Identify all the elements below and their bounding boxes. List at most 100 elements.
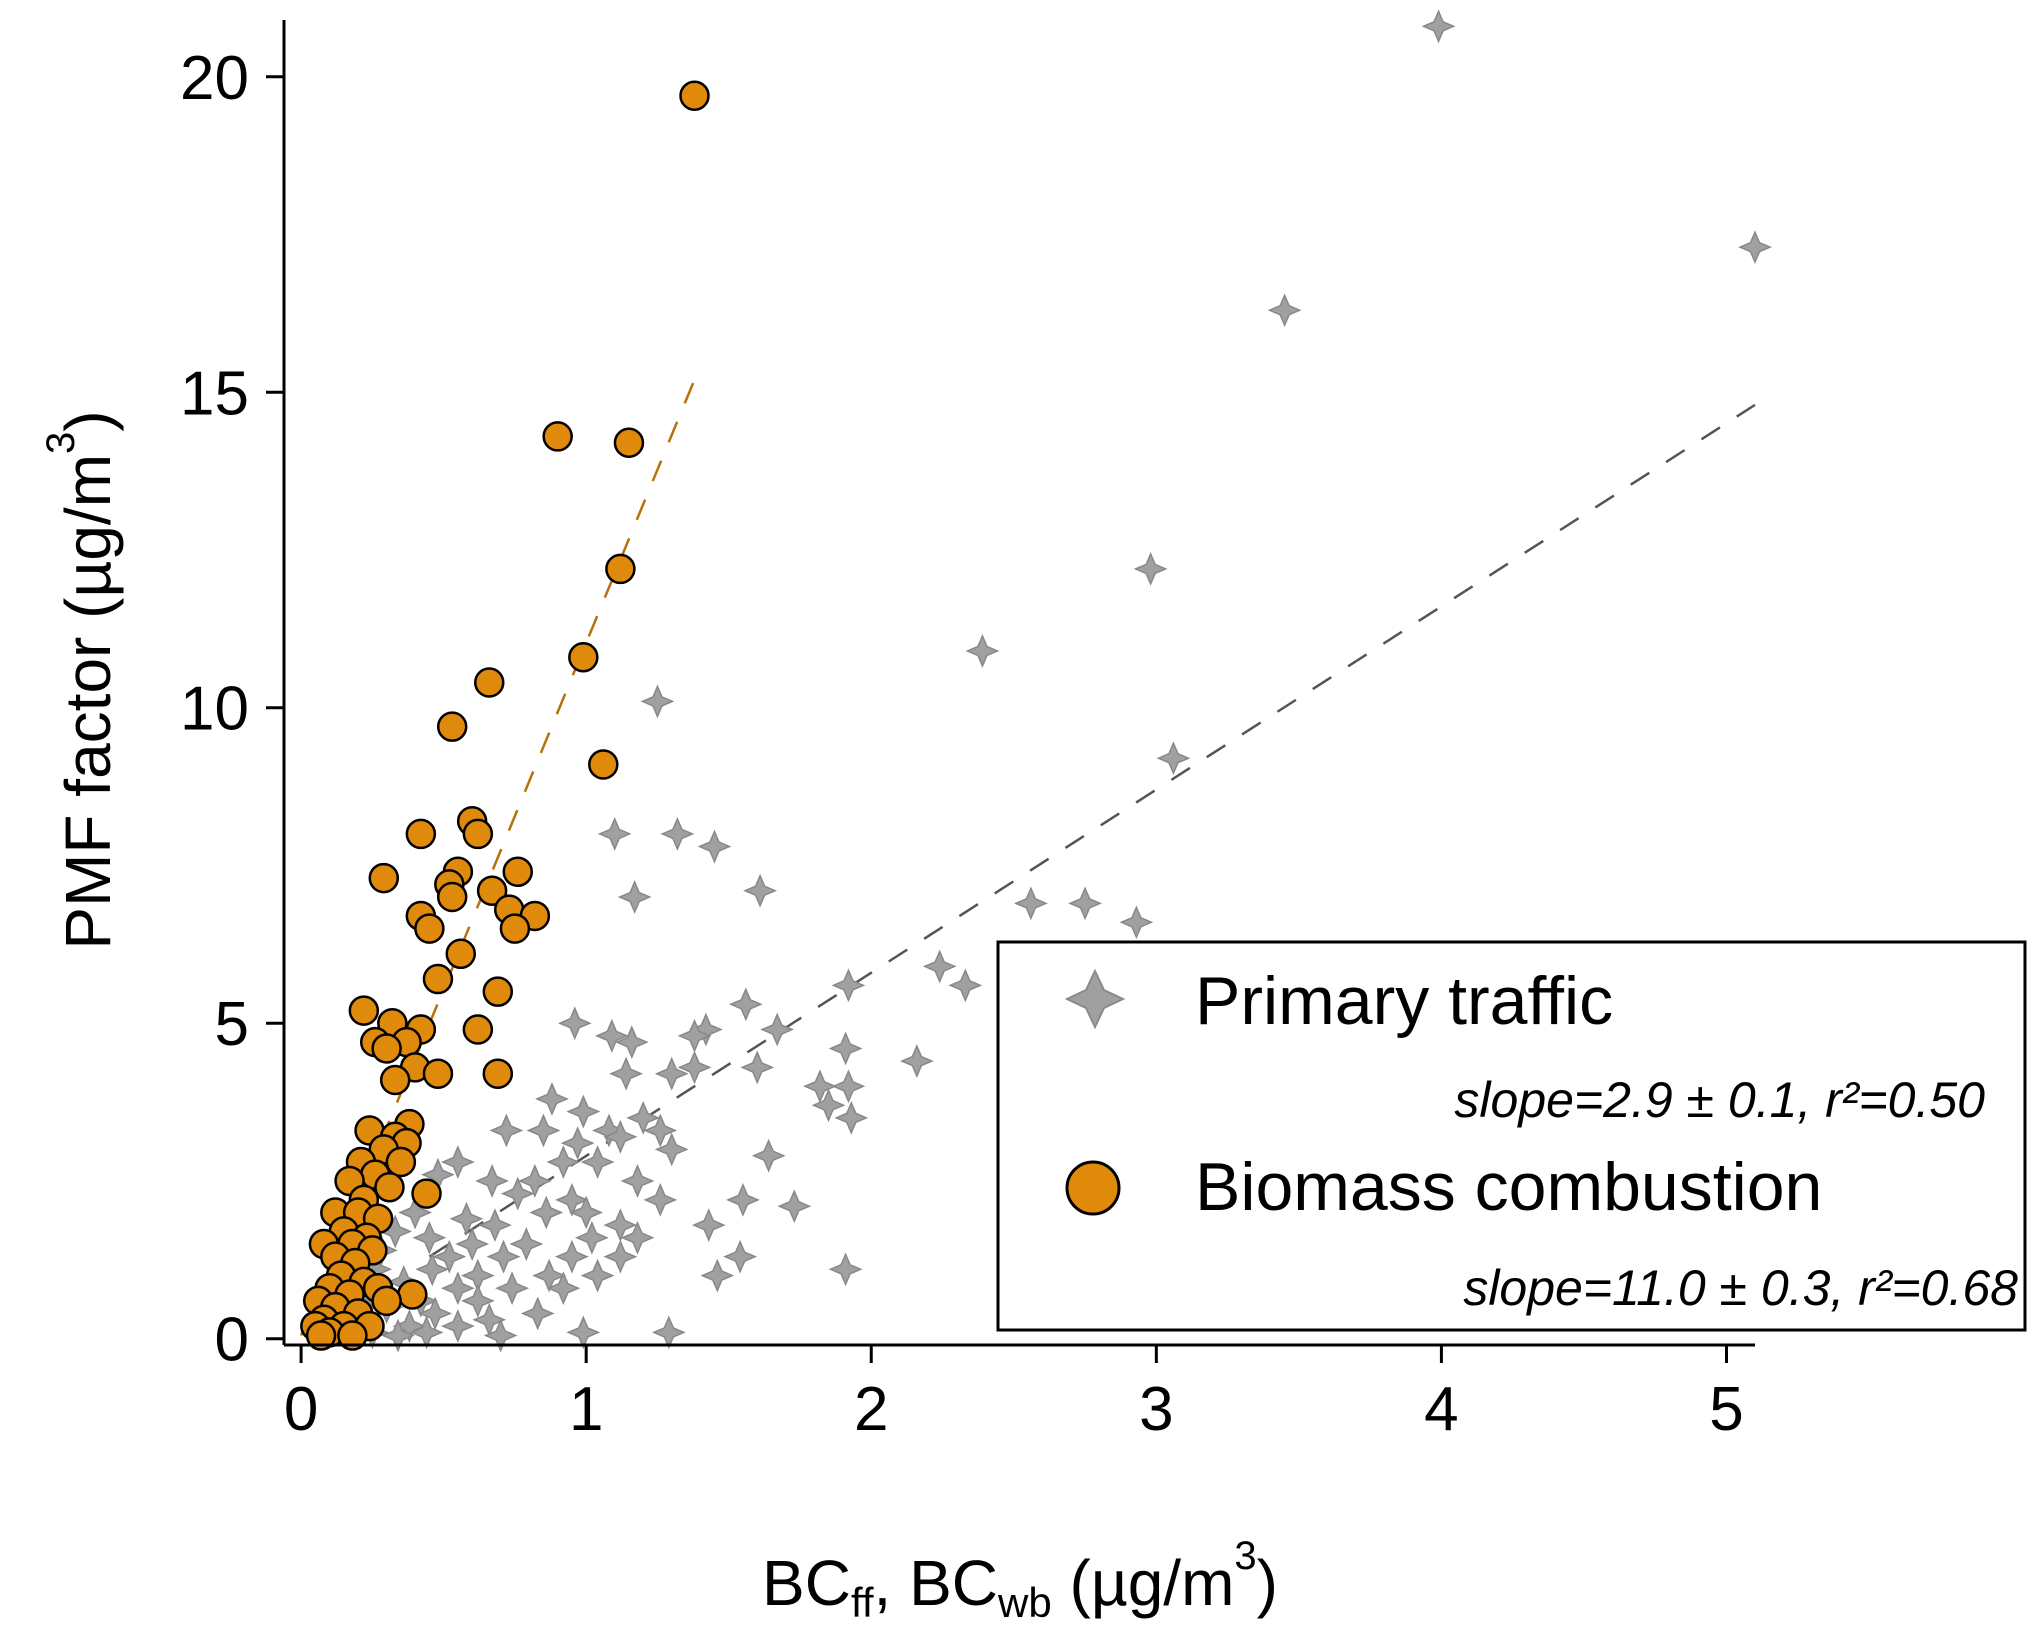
traffic-point bbox=[546, 1271, 581, 1306]
biomass-point bbox=[474, 667, 505, 698]
legend-stat-biomass-combustion: slope=11.0 ± 0.3, r²=0.68 bbox=[1463, 1260, 2018, 1316]
traffic-point bbox=[1013, 886, 1048, 921]
biomass-point bbox=[613, 427, 645, 458]
biomass-point bbox=[371, 1033, 402, 1064]
traffic-point bbox=[834, 1100, 869, 1135]
biomass-point bbox=[414, 913, 445, 944]
traffic-point bbox=[460, 1283, 495, 1318]
traffic-point bbox=[654, 1132, 689, 1167]
traffic-point bbox=[569, 1195, 604, 1230]
traffic-point bbox=[409, 1315, 444, 1350]
biomass-point bbox=[588, 749, 619, 780]
biomass-point bbox=[379, 1064, 411, 1096]
traffic-point bbox=[603, 1239, 638, 1274]
traffic-point bbox=[535, 1082, 569, 1116]
traffic-point bbox=[566, 1094, 601, 1129]
traffic-point bbox=[640, 684, 675, 719]
traffic-point bbox=[697, 829, 732, 864]
traffic-point bbox=[831, 968, 866, 1003]
traffic-point bbox=[392, 1309, 427, 1343]
traffic-point bbox=[449, 1201, 484, 1236]
traffic-point bbox=[803, 1069, 837, 1104]
traffic-point bbox=[560, 1126, 595, 1161]
y-tick-label: 5 bbox=[215, 990, 249, 1059]
legend-label-biomass-combustion: Biomass combustion bbox=[1195, 1149, 1822, 1225]
traffic-point bbox=[620, 1220, 655, 1255]
traffic-point bbox=[660, 817, 695, 851]
traffic-point bbox=[483, 1318, 518, 1353]
biomass-point bbox=[368, 862, 400, 894]
x-tick-label: 0 bbox=[284, 1375, 318, 1444]
traffic-point bbox=[597, 817, 632, 851]
traffic-point bbox=[1738, 230, 1772, 265]
biomass-point bbox=[405, 818, 437, 850]
data-points bbox=[300, 9, 1772, 1353]
traffic-point bbox=[557, 1006, 592, 1041]
biomass-point bbox=[422, 963, 454, 995]
biomass-point bbox=[482, 1058, 514, 1089]
biomass-point bbox=[542, 421, 573, 452]
legend: Primary traffic slope=2.9 ± 0.1, r²=0.50… bbox=[996, 940, 2027, 1332]
traffic-point bbox=[831, 1069, 866, 1104]
traffic-point bbox=[723, 1239, 758, 1274]
traffic-point bbox=[412, 1220, 447, 1255]
biomass-point bbox=[462, 1014, 494, 1045]
traffic-point bbox=[520, 1296, 555, 1331]
biomass-point bbox=[499, 913, 531, 944]
traffic-point bbox=[1267, 293, 1302, 328]
traffic-point bbox=[691, 1208, 726, 1243]
y-tick-label: 20 bbox=[180, 44, 249, 113]
traffic-point bbox=[689, 1012, 723, 1047]
biomass-point bbox=[568, 642, 599, 673]
traffic-point bbox=[643, 1113, 678, 1148]
traffic-point bbox=[509, 1227, 544, 1261]
biomass-point bbox=[605, 553, 636, 585]
traffic-point bbox=[1068, 886, 1102, 921]
traffic-point bbox=[546, 1145, 581, 1179]
traffic-point bbox=[1156, 741, 1191, 776]
traffic-point bbox=[700, 1258, 735, 1293]
traffic-point bbox=[489, 1113, 524, 1148]
traffic-point bbox=[760, 1012, 795, 1047]
traffic-point bbox=[751, 1138, 786, 1173]
x-tick-label: 2 bbox=[854, 1375, 888, 1444]
biomass-point bbox=[502, 856, 534, 888]
traffic-point bbox=[1421, 9, 1456, 44]
traffic-point bbox=[677, 1050, 712, 1085]
legend-circle-icon bbox=[1065, 1160, 1121, 1216]
traffic-point bbox=[381, 1318, 415, 1353]
traffic-point bbox=[418, 1296, 452, 1331]
biomass-point bbox=[482, 976, 514, 1007]
traffic-point bbox=[574, 1220, 609, 1255]
y-tick-label: 15 bbox=[180, 359, 249, 428]
traffic-point bbox=[555, 1239, 589, 1274]
traffic-point bbox=[580, 1258, 615, 1293]
traffic-point bbox=[440, 1271, 475, 1306]
traffic-point bbox=[398, 1195, 433, 1230]
biomass-point bbox=[411, 1178, 442, 1209]
legend-box bbox=[996, 940, 2027, 1332]
x-tick-label: 5 bbox=[1709, 1375, 1743, 1444]
traffic-point bbox=[529, 1195, 564, 1230]
axis-ticks: 0 1 2 3 4 5 0 5 10 15 20 bbox=[180, 44, 1744, 1444]
biomass-point bbox=[436, 881, 468, 913]
traffic-point bbox=[743, 873, 777, 908]
legend-star-icon bbox=[1064, 968, 1126, 1030]
legend-stat-primary-traffic: slope=2.9 ± 0.1, r²=0.50 bbox=[1454, 1072, 1985, 1128]
traffic-point bbox=[948, 968, 983, 1003]
traffic-point bbox=[740, 1050, 775, 1085]
traffic-point bbox=[626, 1100, 661, 1135]
traffic-point bbox=[475, 1164, 510, 1198]
traffic-point bbox=[654, 1056, 689, 1091]
traffic-point bbox=[651, 1315, 686, 1350]
traffic-point bbox=[726, 1182, 760, 1217]
traffic-point bbox=[1133, 552, 1168, 586]
biomass-point bbox=[371, 1285, 402, 1317]
x-tick-label: 3 bbox=[1139, 1375, 1173, 1444]
biomass-point bbox=[337, 1320, 368, 1351]
traffic-point bbox=[594, 1018, 629, 1053]
traffic-point bbox=[526, 1113, 561, 1148]
x-tick-label: 1 bbox=[569, 1375, 603, 1444]
biomass-point bbox=[436, 711, 468, 742]
traffic-point bbox=[811, 1088, 846, 1123]
